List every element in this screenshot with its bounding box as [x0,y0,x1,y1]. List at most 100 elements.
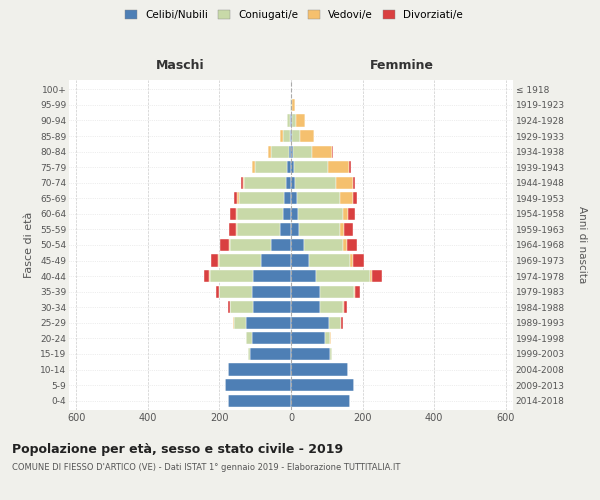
Bar [340,224,344,235]
Bar [291,394,350,406]
Bar [329,317,341,329]
Bar [271,239,291,251]
Bar [291,317,329,329]
Bar [291,254,309,266]
Bar [234,192,237,204]
Bar [246,317,291,329]
Bar [209,270,211,282]
Bar [287,161,291,173]
Bar [218,254,220,266]
Bar [211,270,253,282]
Bar [234,317,246,329]
Bar [320,286,353,298]
Bar [235,208,236,220]
Bar [291,208,298,220]
Bar [242,176,244,189]
Bar [289,146,291,158]
Bar [348,208,355,220]
Bar [331,348,332,360]
Bar [341,317,343,329]
Bar [353,286,355,298]
Y-axis label: Fasce di età: Fasce di età [25,212,34,278]
Bar [218,286,220,298]
Bar [291,146,293,158]
Bar [291,130,292,142]
Bar [236,224,237,235]
Bar [229,364,291,376]
Bar [344,301,347,314]
Bar [236,208,283,220]
Bar [211,254,218,266]
Bar [292,114,296,126]
Bar [355,286,360,298]
Bar [343,239,347,251]
Bar [294,161,328,173]
Text: Femmine: Femmine [370,58,434,71]
Bar [291,176,295,189]
Bar [325,332,331,344]
Bar [332,146,333,158]
Bar [237,192,239,204]
Bar [350,254,353,266]
Bar [353,192,357,204]
Bar [244,176,286,189]
Bar [299,224,340,235]
Bar [292,130,299,142]
Bar [328,161,349,173]
Bar [343,301,344,314]
Bar [250,348,291,360]
Bar [253,161,255,173]
Bar [320,301,343,314]
Bar [291,332,325,344]
Bar [216,286,218,298]
Bar [291,379,353,391]
Bar [291,301,320,314]
Bar [271,146,289,158]
Bar [255,161,287,173]
Bar [337,176,353,189]
Bar [304,239,343,251]
Bar [280,130,283,142]
Bar [292,99,295,111]
Bar [353,254,364,266]
Bar [251,161,253,173]
Bar [230,301,253,314]
Bar [230,239,271,251]
Bar [229,224,236,235]
Bar [241,176,242,189]
Bar [220,286,251,298]
Bar [349,161,351,173]
Bar [291,224,299,235]
Bar [299,130,314,142]
Bar [291,364,348,376]
Bar [291,192,298,204]
Bar [229,394,291,406]
Bar [370,270,371,282]
Bar [284,192,291,204]
Bar [313,146,332,158]
Bar [291,239,304,251]
Bar [295,176,337,189]
Bar [283,208,291,220]
Bar [298,192,340,204]
Bar [343,208,348,220]
Bar [290,130,291,142]
Legend: Celibi/Nubili, Coniugati/e, Vedovi/e, Divorziati/e: Celibi/Nubili, Coniugati/e, Vedovi/e, Di… [123,8,465,22]
Bar [293,146,313,158]
Bar [291,114,292,126]
Bar [239,192,284,204]
Bar [204,270,209,282]
Bar [246,332,251,344]
Text: Popolazione per età, sesso e stato civile - 2019: Popolazione per età, sesso e stato civil… [12,442,343,456]
Bar [225,379,291,391]
Bar [251,332,291,344]
Bar [268,146,271,158]
Bar [253,270,291,282]
Text: Maschi: Maschi [155,58,205,71]
Bar [291,286,320,298]
Text: Anni di nascita: Anni di nascita [577,206,587,284]
Bar [291,348,331,360]
Bar [287,114,290,126]
Bar [296,114,305,126]
Bar [230,208,235,220]
